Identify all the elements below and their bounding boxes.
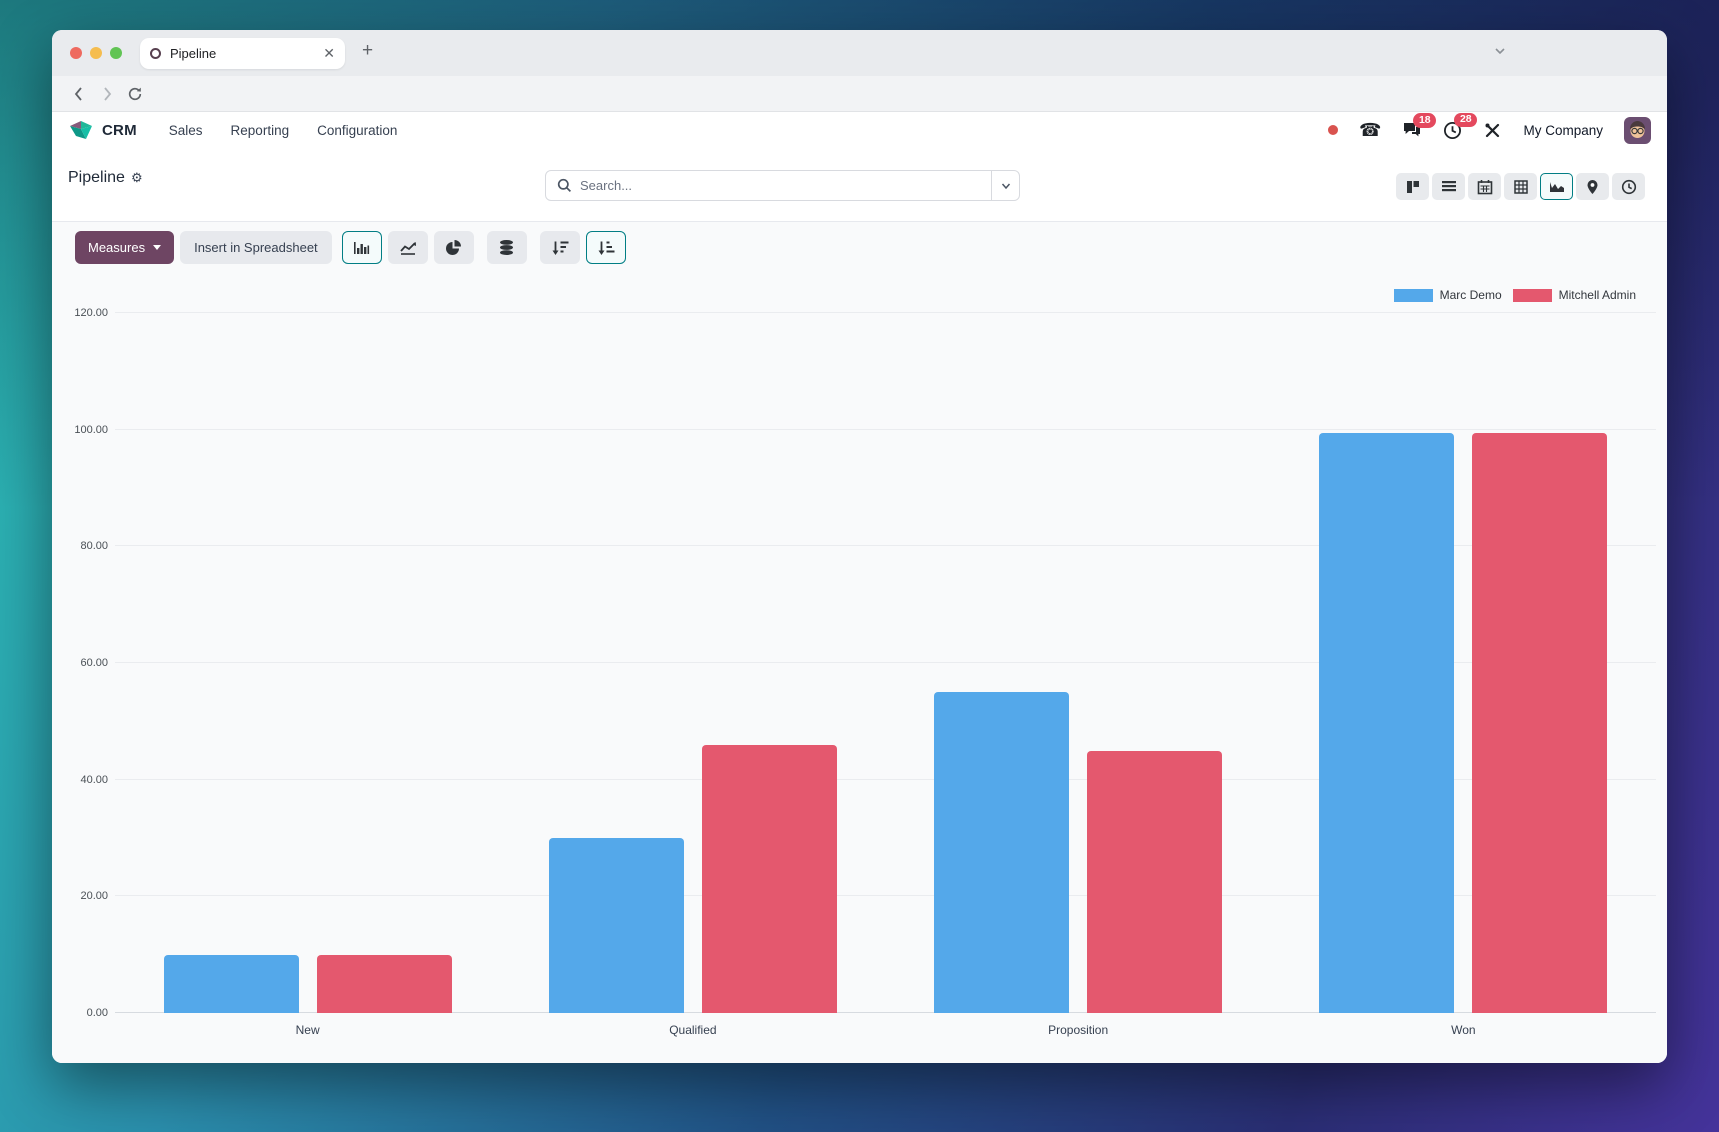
y-axis: 0.00 20.00 40.00 60.00 80.00 100.00 120.00 bbox=[52, 307, 108, 1019]
gridline bbox=[115, 662, 1656, 663]
legend-label: Mitchell Admin bbox=[1558, 288, 1636, 302]
search-icon bbox=[557, 178, 572, 193]
gridline bbox=[115, 895, 1656, 897]
phone-icon[interactable]: ☎ bbox=[1359, 120, 1382, 140]
back-button[interactable] bbox=[70, 85, 88, 103]
legend-label: Marc Demo bbox=[1439, 288, 1502, 302]
bar-marc-demo[interactable] bbox=[163, 954, 299, 1013]
view-calendar-button[interactable] bbox=[1468, 173, 1501, 200]
view-graph-button[interactable] bbox=[1540, 173, 1573, 200]
forward-button[interactable] bbox=[98, 85, 116, 103]
view-list-button[interactable] bbox=[1432, 173, 1465, 200]
bar-marc-demo[interactable] bbox=[934, 692, 1070, 1013]
y-axis-tick-label: 60.00 bbox=[80, 657, 108, 669]
minimize-window-button[interactable] bbox=[90, 47, 102, 59]
close-window-button[interactable] bbox=[70, 47, 82, 59]
tab-close-icon[interactable]: ✕ bbox=[323, 45, 335, 61]
bar-mitchell-admin[interactable] bbox=[316, 954, 452, 1013]
legend-swatch bbox=[1393, 288, 1433, 302]
graph-toolbar: Measures Insert in Spreadsheet bbox=[75, 231, 626, 264]
view-kanban-button[interactable] bbox=[1396, 173, 1429, 200]
x-axis-label: New bbox=[295, 1023, 320, 1037]
x-axis-label: Qualified bbox=[669, 1023, 717, 1037]
y-axis-tick-label: 120.00 bbox=[74, 307, 108, 319]
tab-title: Pipeline bbox=[170, 46, 217, 61]
sort-ascending-button[interactable] bbox=[585, 231, 626, 264]
browser-tab[interactable]: Pipeline ✕ bbox=[140, 38, 345, 69]
graph-view: Measures Insert in Spreadsheet Marc Demo… bbox=[52, 222, 1667, 1063]
reload-button[interactable] bbox=[126, 85, 144, 103]
search-bar[interactable] bbox=[545, 170, 1020, 201]
app-header: CRM Sales Reporting Configuration ☎ 18 2… bbox=[52, 112, 1667, 148]
search-dropdown-toggle[interactable] bbox=[991, 171, 1019, 200]
new-tab-button[interactable]: + bbox=[362, 40, 374, 61]
browser-window: Pipeline ✕ + mycompany.com/odoo bbox=[52, 30, 1667, 1063]
view-switcher bbox=[1396, 173, 1645, 200]
company-name[interactable]: My Company bbox=[1523, 122, 1603, 138]
browser-toolbar: mycompany.com/odoo bbox=[52, 76, 1667, 154]
legend-item[interactable]: Marc Demo bbox=[1393, 288, 1502, 302]
y-axis-tick-label: 80.00 bbox=[80, 540, 108, 553]
activities-clock-icon[interactable]: 28 bbox=[1443, 112, 1478, 140]
bar-mitchell-admin[interactable] bbox=[701, 744, 837, 1013]
gridline bbox=[115, 545, 1656, 547]
gear-icon[interactable]: ⚙ bbox=[130, 170, 143, 185]
app-name[interactable]: CRM bbox=[102, 121, 137, 139]
tools-icon[interactable] bbox=[1483, 121, 1502, 140]
y-axis-tick-label: 40.00 bbox=[80, 773, 108, 786]
presence-dot-icon[interactable] bbox=[1328, 125, 1339, 135]
line-chart-mode-button[interactable] bbox=[387, 231, 428, 264]
measures-button[interactable]: Measures bbox=[75, 231, 175, 264]
maximize-window-button[interactable] bbox=[110, 47, 122, 59]
chevron-down-icon[interactable] bbox=[1493, 44, 1507, 58]
messages-icon[interactable]: 18 bbox=[1402, 113, 1437, 139]
bar-mitchell-admin[interactable] bbox=[1472, 432, 1608, 1013]
gridline bbox=[115, 428, 1656, 430]
gridline bbox=[115, 778, 1656, 780]
chart-legend: Marc Demo Mitchell Admin bbox=[1393, 288, 1636, 302]
menu-reporting[interactable]: Reporting bbox=[230, 122, 290, 138]
pie-chart-mode-button[interactable] bbox=[433, 231, 474, 264]
x-axis-label: Proposition bbox=[1048, 1023, 1109, 1037]
activities-badge: 28 bbox=[1454, 112, 1478, 128]
page-title: Pipeline bbox=[68, 169, 125, 186]
tab-favicon-icon bbox=[150, 48, 161, 59]
bar-chart-mode-button[interactable] bbox=[341, 231, 382, 264]
view-activity-button[interactable] bbox=[1612, 173, 1645, 200]
y-axis-tick-label: 0.00 bbox=[86, 1007, 108, 1019]
insert-in-spreadsheet-button[interactable]: Insert in Spreadsheet bbox=[180, 231, 332, 264]
user-avatar[interactable] bbox=[1624, 116, 1651, 144]
bar-marc-demo[interactable] bbox=[1319, 432, 1455, 1013]
gridline bbox=[115, 1012, 1656, 1013]
x-axis-label: Won bbox=[1451, 1023, 1476, 1037]
sort-descending-button[interactable] bbox=[539, 231, 580, 264]
messages-badge: 18 bbox=[1413, 113, 1437, 128]
y-axis-tick-label: 100.00 bbox=[74, 423, 108, 436]
view-map-button[interactable] bbox=[1576, 173, 1609, 200]
bar-mitchell-admin[interactable] bbox=[1087, 750, 1223, 1013]
crm-logo-icon bbox=[68, 118, 94, 142]
view-pivot-button[interactable] bbox=[1504, 173, 1537, 200]
search-input[interactable] bbox=[580, 178, 991, 193]
bar-marc-demo[interactable] bbox=[548, 838, 684, 1013]
menu-sales[interactable]: Sales bbox=[168, 122, 203, 138]
app-switcher[interactable]: CRM bbox=[68, 118, 137, 142]
legend-swatch bbox=[1512, 288, 1552, 302]
gridline bbox=[115, 312, 1656, 313]
plot-area: New Qualified Proposition Won bbox=[115, 312, 1656, 1037]
legend-item[interactable]: Mitchell Admin bbox=[1512, 288, 1636, 302]
menu-configuration[interactable]: Configuration bbox=[317, 122, 398, 138]
stacked-mode-button[interactable] bbox=[486, 231, 527, 264]
tab-strip: Pipeline ✕ + bbox=[52, 30, 1667, 76]
control-panel: Pipeline ⚙ bbox=[52, 148, 1667, 222]
caret-down-icon bbox=[153, 245, 162, 250]
y-axis-tick-label: 20.00 bbox=[80, 890, 108, 903]
